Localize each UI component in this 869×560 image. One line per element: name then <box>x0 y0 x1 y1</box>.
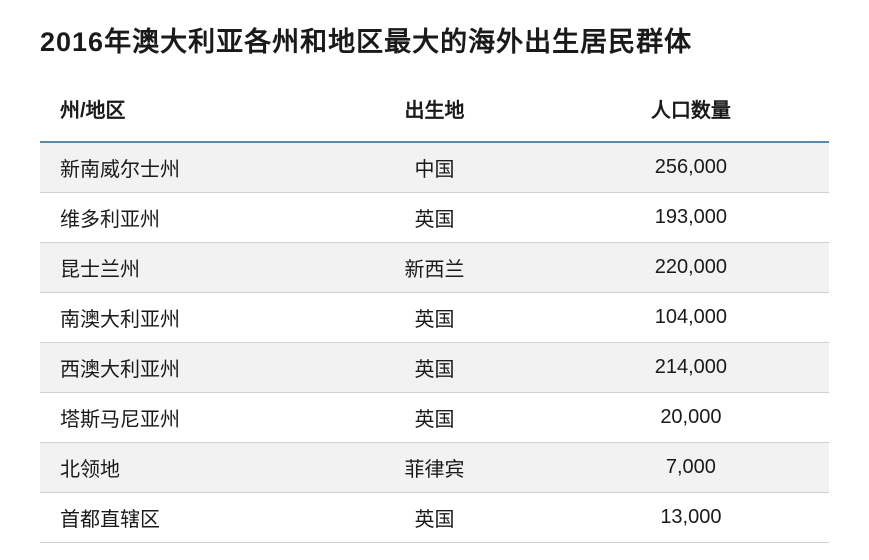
cell-population: 7,000 <box>553 456 829 479</box>
cell-state: 新南威尔士州 <box>40 153 316 182</box>
table-body: 新南威尔士州 中国 256,000 维多利亚州 英国 193,000 昆士兰州 … <box>40 143 829 543</box>
table-row: 南澳大利亚州 英国 104,000 <box>40 293 829 343</box>
cell-population: 220,000 <box>553 256 829 279</box>
cell-population: 256,000 <box>553 156 829 179</box>
cell-state: 塔斯马尼亚州 <box>40 403 316 432</box>
table-title: 2016年澳大利亚各州和地区最大的海外出生居民群体 <box>40 20 829 59</box>
cell-origin: 英国 <box>316 403 553 432</box>
cell-population: 13,000 <box>553 506 829 529</box>
cell-state: 北领地 <box>40 453 316 482</box>
table-row: 西澳大利亚州 英国 214,000 <box>40 343 829 393</box>
cell-origin: 英国 <box>316 303 553 332</box>
cell-population: 193,000 <box>553 206 829 229</box>
cell-population: 104,000 <box>553 306 829 329</box>
cell-state: 南澳大利亚州 <box>40 303 316 332</box>
table-row: 首都直辖区 英国 13,000 <box>40 493 829 543</box>
cell-origin: 英国 <box>316 353 553 382</box>
table-row: 维多利亚州 英国 193,000 <box>40 193 829 243</box>
data-table: 州/地区 出生地 人口数量 新南威尔士州 中国 256,000 维多利亚州 英国… <box>40 84 829 543</box>
cell-origin: 菲律宾 <box>316 453 553 482</box>
header-population: 人口数量 <box>553 94 829 123</box>
table-row: 北领地 菲律宾 7,000 <box>40 443 829 493</box>
table-header-row: 州/地区 出生地 人口数量 <box>40 84 829 143</box>
table-row: 塔斯马尼亚州 英国 20,000 <box>40 393 829 443</box>
cell-origin: 新西兰 <box>316 253 553 282</box>
cell-state: 维多利亚州 <box>40 203 316 232</box>
cell-origin: 中国 <box>316 153 553 182</box>
cell-origin: 英国 <box>316 503 553 532</box>
cell-state: 昆士兰州 <box>40 253 316 282</box>
header-origin: 出生地 <box>316 94 553 123</box>
table-row: 昆士兰州 新西兰 220,000 <box>40 243 829 293</box>
header-state: 州/地区 <box>40 94 316 123</box>
cell-population: 214,000 <box>553 356 829 379</box>
cell-state: 首都直辖区 <box>40 503 316 532</box>
cell-state: 西澳大利亚州 <box>40 353 316 382</box>
cell-population: 20,000 <box>553 406 829 429</box>
cell-origin: 英国 <box>316 203 553 232</box>
table-row: 新南威尔士州 中国 256,000 <box>40 143 829 193</box>
